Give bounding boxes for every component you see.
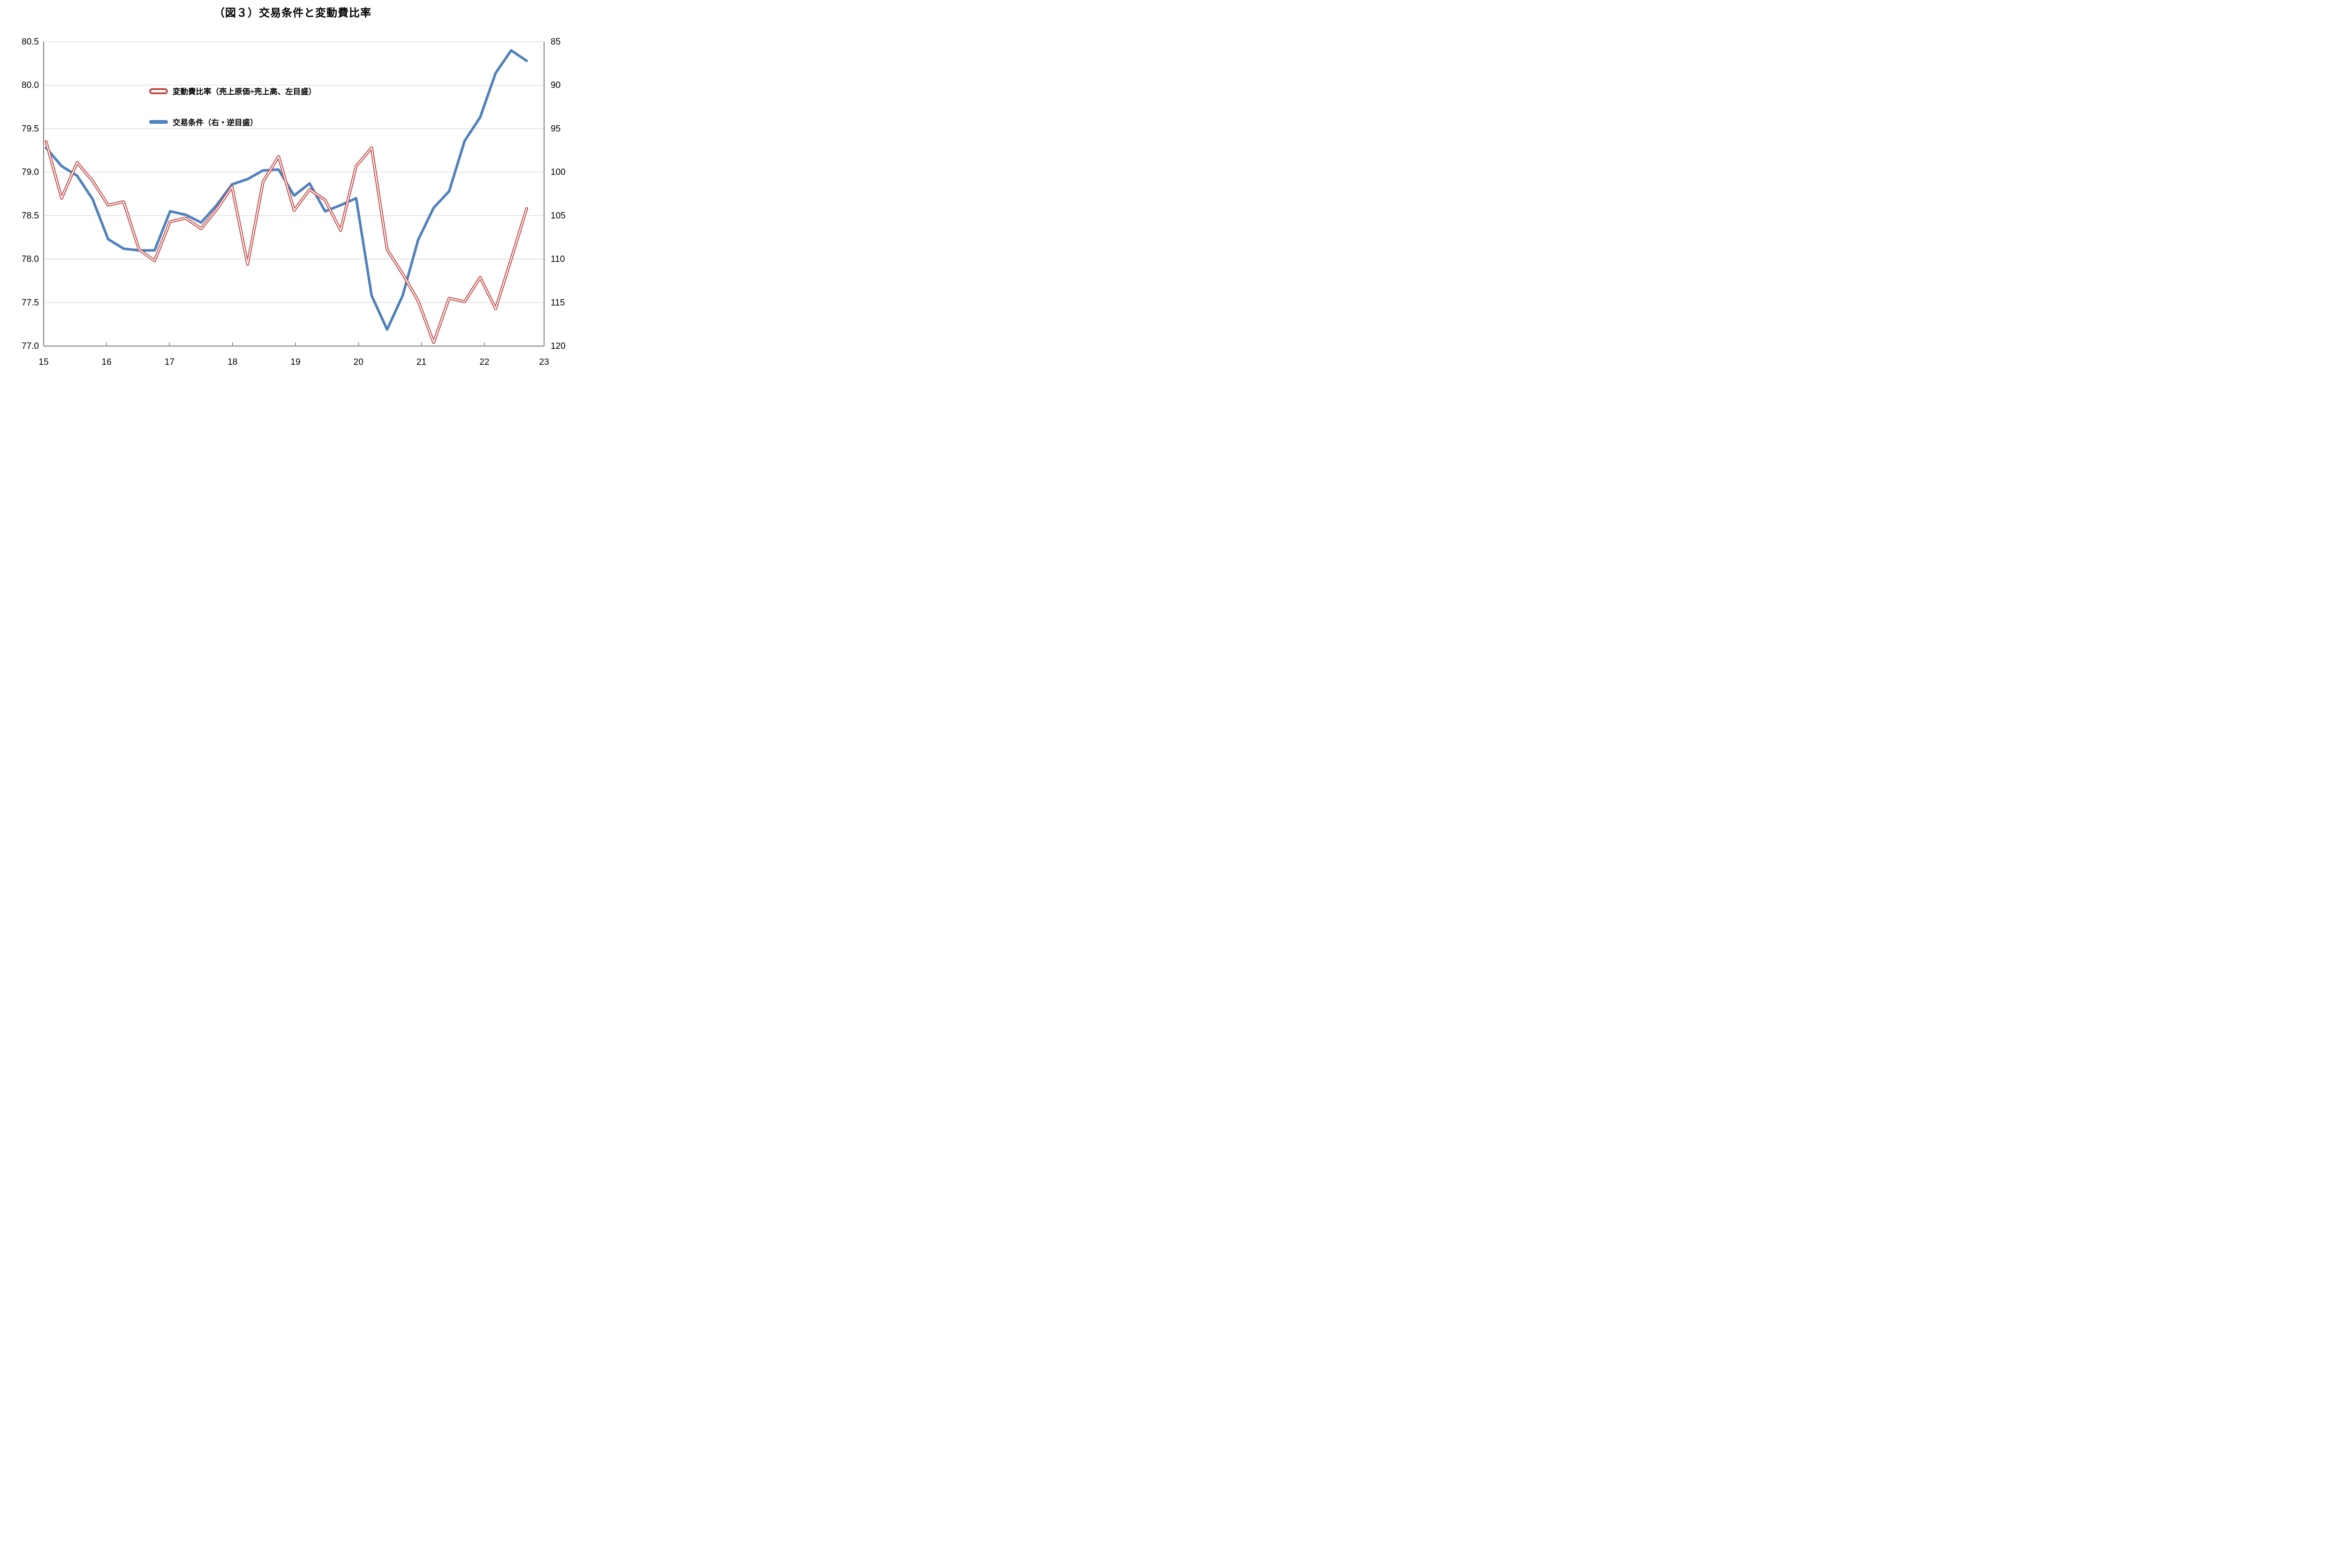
legend-swatch-red-icon — [149, 88, 168, 94]
chart-figure: （図３）交易条件と変動費比率 15 16 17 18 19 20 21 22 23 80.5 80.… — [0, 0, 585, 392]
svg-text:105: 105 — [551, 211, 566, 221]
svg-text:79.0: 79.0 — [22, 167, 39, 177]
svg-text:85: 85 — [551, 37, 561, 47]
legend-label-red: 変動費比率（売上原価÷売上高、左目盛） — [173, 88, 317, 96]
svg-text:95: 95 — [551, 124, 561, 134]
legend-swatch-blue-icon — [149, 120, 168, 124]
svg-text:19: 19 — [290, 357, 300, 367]
svg-text:100: 100 — [551, 167, 566, 177]
svg-text:80.5: 80.5 — [22, 37, 39, 47]
svg-text:17: 17 — [165, 357, 174, 367]
legend-item-terms-of-trade: 交易条件（右・逆目盛） — [149, 116, 258, 128]
svg-text:77.0: 77.0 — [22, 341, 39, 351]
svg-text:77.5: 77.5 — [22, 298, 39, 308]
svg-text:110: 110 — [551, 255, 565, 264]
legend-item-variable-cost-ratio: 変動費比率（売上原価÷売上高、左目盛） — [149, 85, 316, 97]
svg-text:20: 20 — [354, 357, 364, 367]
svg-text:115: 115 — [551, 298, 565, 308]
svg-text:21: 21 — [417, 357, 426, 367]
svg-text:16: 16 — [102, 357, 112, 367]
svg-text:79.5: 79.5 — [22, 124, 39, 134]
chart-canvas: 15 16 17 18 19 20 21 22 23 80.5 80.0 79.5 79.0 78.5 78… — [22, 37, 566, 367]
svg-text:23: 23 — [539, 357, 549, 367]
svg-text:18: 18 — [227, 357, 237, 367]
legend-label-blue: 交易条件（右・逆目盛） — [173, 119, 258, 127]
svg-text:22: 22 — [479, 357, 489, 367]
svg-text:78.5: 78.5 — [22, 211, 39, 221]
svg-text:78.0: 78.0 — [22, 255, 39, 264]
svg-text:80.0: 80.0 — [22, 81, 39, 90]
svg-text:90: 90 — [551, 81, 561, 90]
chart-title: （図３）交易条件と変動費比率 — [214, 7, 371, 19]
svg-text:15: 15 — [38, 357, 48, 367]
svg-text:120: 120 — [551, 341, 566, 351]
